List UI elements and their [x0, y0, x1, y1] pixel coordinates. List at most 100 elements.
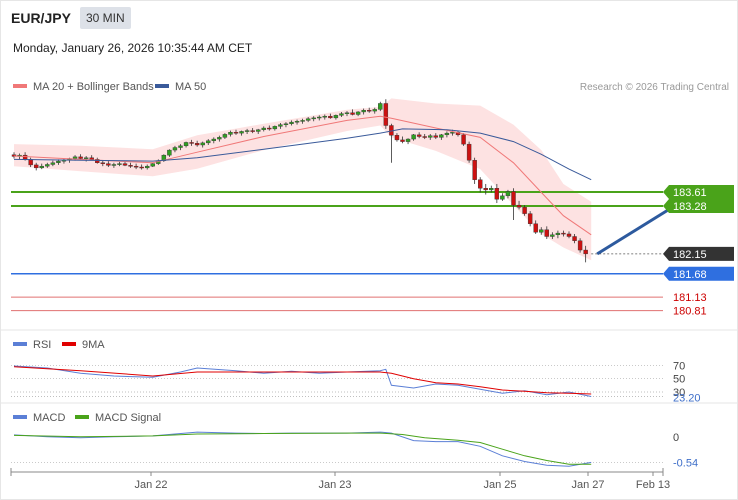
- candle-body: [261, 127, 266, 130]
- candle: [206, 139, 211, 145]
- candle-body: [72, 156, 78, 159]
- candle-body: [34, 164, 39, 169]
- candle-body: [466, 143, 472, 161]
- candle-body: [128, 165, 133, 167]
- candle: [167, 149, 172, 157]
- candle: [494, 183, 500, 204]
- candle: [461, 133, 466, 146]
- candle-body: [206, 140, 211, 144]
- candle: [183, 141, 189, 148]
- candle: [267, 125, 272, 131]
- candle-body: [183, 142, 189, 147]
- candle: [383, 99, 389, 129]
- candle-body: [111, 164, 117, 166]
- resistance-1-tag-bg: [663, 185, 734, 200]
- candle: [100, 160, 106, 167]
- candle: [416, 132, 422, 139]
- candle: [466, 141, 472, 163]
- candle: [250, 128, 255, 134]
- ma20-legend-swatch: [13, 84, 27, 88]
- macd-layer: 0 -0.54: [11, 431, 698, 469]
- candle-body: [250, 130, 255, 132]
- candle: [572, 233, 577, 244]
- macd-legend-swatch: [13, 415, 27, 419]
- candle: [283, 122, 289, 128]
- candle: [355, 111, 361, 117]
- candle: [317, 115, 322, 121]
- candle: [350, 109, 355, 116]
- candle-body: [433, 135, 438, 138]
- x-axis-tick-label: Jan 22: [134, 479, 167, 491]
- candles-layer: [11, 99, 588, 263]
- candle: [500, 193, 505, 201]
- candle: [128, 162, 133, 168]
- candle: [439, 133, 444, 140]
- candle-body: [194, 143, 200, 146]
- timeframe-button[interactable]: 30 MIN: [80, 7, 131, 29]
- candle-body: [539, 229, 544, 233]
- candle-body: [367, 110, 372, 112]
- macd-legend: MACD MACD Signal: [13, 412, 161, 424]
- candle-body: [511, 191, 516, 206]
- candle: [411, 133, 416, 141]
- candle: [222, 133, 228, 140]
- last-price-tag: 182.15: [663, 246, 734, 261]
- macd-signal-line: [13, 432, 592, 465]
- candle-body: [256, 129, 261, 132]
- datetime-label: Monday, January 26, 2026 10:35:44 AM CET: [13, 41, 253, 55]
- pivot-tag: 181.68: [663, 266, 734, 281]
- candle: [550, 232, 555, 240]
- candle-body: [561, 232, 566, 235]
- candle: [405, 138, 411, 145]
- candle-body: [505, 191, 511, 197]
- candle-body: [522, 207, 527, 214]
- candle-body: [355, 111, 361, 115]
- candle: [433, 133, 438, 140]
- candle: [239, 130, 244, 136]
- candle-body: [106, 163, 111, 166]
- candle: [489, 185, 494, 193]
- candle-body: [189, 142, 194, 144]
- candle-body: [133, 165, 139, 168]
- candle-body: [450, 132, 455, 134]
- candle: [233, 129, 239, 135]
- ma20-legend-label: MA 20 + Bollinger Bands: [33, 81, 154, 93]
- candle-body: [544, 229, 549, 237]
- ma50-legend-swatch: [155, 84, 169, 88]
- candle: [378, 101, 383, 112]
- pivot-tag-bg: [663, 266, 734, 281]
- candle: [311, 116, 316, 122]
- bollinger-band-fill: [14, 98, 592, 261]
- rsi-ma-line: [13, 366, 592, 395]
- candle-body: [200, 142, 205, 146]
- candle: [394, 133, 400, 142]
- candle: [244, 128, 250, 134]
- candle-body: [228, 132, 233, 135]
- candle: [527, 211, 533, 227]
- rsi-guide-label: 50: [673, 374, 685, 386]
- candle-body: [333, 115, 339, 119]
- candle: [89, 155, 94, 161]
- candle-body: [144, 165, 150, 169]
- candle-body: [150, 163, 155, 167]
- candle-body: [500, 195, 505, 200]
- candle-body: [461, 134, 466, 145]
- candle: [544, 226, 549, 240]
- candle-body: [372, 109, 377, 112]
- ma50-line: [13, 128, 592, 181]
- x-axis-tick-label: Jan 27: [571, 479, 604, 491]
- candle: [322, 114, 327, 120]
- candle-body: [300, 120, 305, 122]
- candle: [278, 122, 283, 129]
- candle: [300, 118, 305, 124]
- candle: [389, 123, 394, 163]
- macd-signal-legend-swatch: [75, 415, 89, 419]
- candle: [328, 113, 333, 119]
- candle-body: [267, 127, 272, 130]
- candle-body: [344, 112, 350, 114]
- candle: [211, 137, 217, 144]
- candle-body: [472, 160, 477, 180]
- candle-body: [322, 115, 327, 118]
